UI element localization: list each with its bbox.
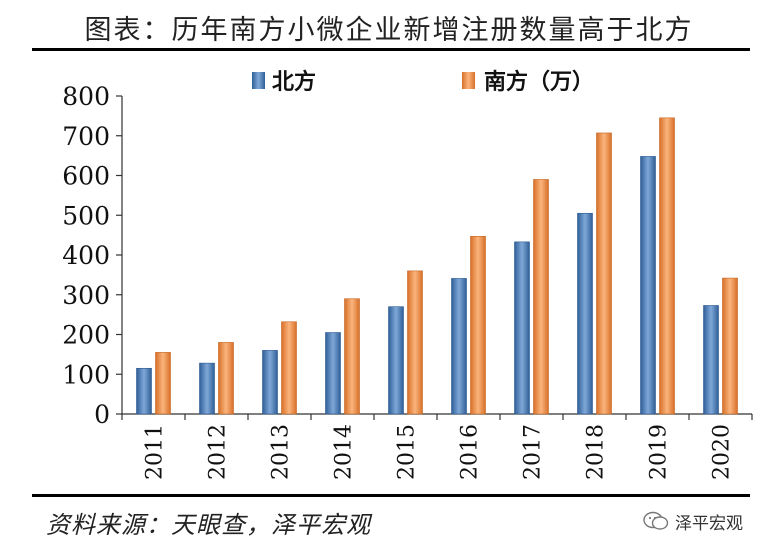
x-tick-label: 2020 bbox=[710, 424, 735, 480]
y-tick-label: 200 bbox=[62, 321, 110, 350]
bar-north bbox=[703, 305, 719, 415]
legend-swatch bbox=[462, 72, 475, 89]
x-tick-label: 2014 bbox=[332, 424, 357, 480]
bar-chart: 0 100 200 300 400 500 600 700 800 2011 2012 2013 20… bbox=[62, 69, 753, 480]
legend-label: 北方 bbox=[272, 69, 316, 95]
y-tick-label: 600 bbox=[62, 162, 110, 191]
x-tick-label: 2018 bbox=[584, 424, 609, 480]
y-tick-label: 100 bbox=[62, 360, 110, 389]
bar-north bbox=[325, 332, 341, 415]
bar-south bbox=[659, 117, 675, 415]
y-tick-label: 0 bbox=[94, 400, 110, 429]
y-tick-label: 800 bbox=[62, 82, 110, 111]
bar-south bbox=[722, 277, 738, 415]
x-tick-label: 2016 bbox=[458, 424, 483, 480]
bar-north bbox=[514, 241, 530, 415]
bar-north bbox=[640, 156, 656, 415]
source-note: 资料来源：天眼查，泽平宏观 bbox=[46, 511, 371, 539]
bar-north bbox=[136, 367, 152, 415]
bar-south bbox=[407, 270, 423, 415]
bar-south bbox=[470, 236, 486, 415]
chart-title: 图表：历年南方小微企业新增注册数量高于北方 bbox=[84, 15, 694, 46]
bar-south bbox=[596, 132, 612, 415]
x-tick-label: 2012 bbox=[206, 424, 231, 480]
legend-swatch bbox=[252, 72, 265, 89]
watermark-text: 泽平宏观 bbox=[675, 513, 743, 534]
bar-south bbox=[281, 321, 297, 415]
y-tick-label: 300 bbox=[62, 281, 110, 310]
x-tick-label: 2017 bbox=[521, 424, 546, 480]
bar-north bbox=[451, 278, 467, 415]
bar-north bbox=[388, 306, 404, 415]
bar-south bbox=[344, 298, 360, 415]
bar-south bbox=[218, 342, 234, 415]
bar-south bbox=[533, 179, 549, 415]
watermark: 泽平宏观 bbox=[643, 508, 743, 534]
x-tick-label: 2013 bbox=[269, 424, 294, 480]
y-tick-label: 700 bbox=[62, 122, 110, 151]
bottom-rule bbox=[32, 494, 750, 497]
bar-north bbox=[262, 350, 278, 415]
top-rule bbox=[32, 48, 750, 51]
bar-north bbox=[577, 212, 593, 415]
wechat-icon bbox=[643, 511, 669, 531]
x-tick-label: 2015 bbox=[395, 424, 420, 480]
bar-south bbox=[155, 352, 171, 415]
y-tick-label: 400 bbox=[62, 241, 110, 270]
bar-north bbox=[199, 362, 215, 415]
x-tick-label: 2019 bbox=[647, 424, 672, 480]
x-tick-label: 2011 bbox=[143, 424, 168, 480]
y-tick-label: 500 bbox=[62, 201, 110, 230]
legend-label: 南方（万） bbox=[484, 69, 594, 95]
